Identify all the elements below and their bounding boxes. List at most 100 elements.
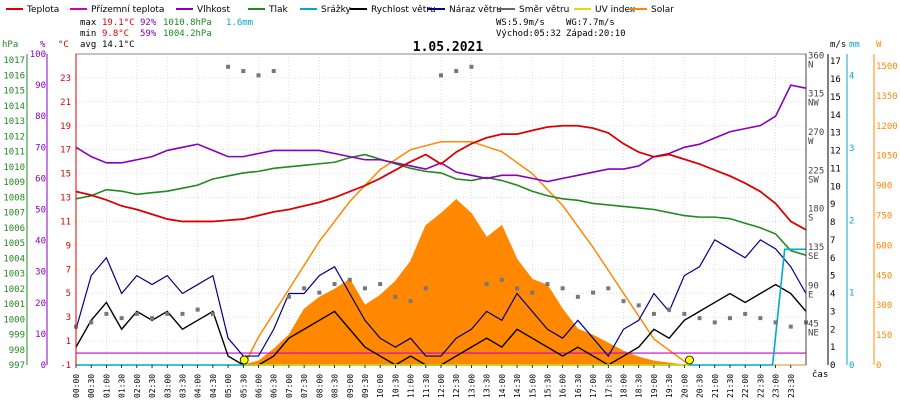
xtick-label-15: 07:30 [300,374,309,398]
xtick-label-0: 00:00 [72,374,81,398]
wind-dir-point-2 [104,311,109,316]
xtick-label-45: 22:30 [756,374,765,398]
wind-dir-point-7 [180,311,185,316]
xtick-label-30: 15:00 [528,374,537,398]
axis-hpa-unit: hPa [2,40,18,50]
legend-label-2: Vlhkost [197,5,230,15]
wind-dir-point-13 [271,69,276,74]
xtick-label-39: 19:30 [665,374,674,398]
sunset-time: Západ:20:10 [566,29,626,39]
tick-ms-17: 0 [830,361,835,371]
wind-dir-point-1 [89,320,94,325]
tick-pct-5: 50 [35,206,46,216]
wind-dir-point-45 [758,316,763,321]
chart-legend: Teplota Přízemní teplota Vlhkost Tlak Srážky… [6,5,674,15]
wind-ws: WS:5.9m/s [496,18,545,28]
tick-mm-1: 3 [849,144,854,154]
tick-pct-9: 10 [35,330,46,340]
tick-pct-3: 70 [35,143,46,153]
series-temperature [75,124,807,231]
xtick-label-46: 23:00 [772,374,781,398]
axis-temp-unit: °C [58,40,69,50]
wind-dir-point-8 [195,307,200,312]
tick-dir-deg-2: 270 [808,128,824,138]
wind-dir-point-29 [515,286,520,291]
stat-min-label: min [80,29,96,39]
xtick-label-27: 13:30 [483,374,492,398]
xtick-label-1: 00:30 [87,374,96,398]
legend-label-1: Přízemní teplota [91,5,164,15]
tick-ms-8: 9 [830,200,835,210]
wind-dir-point-4 [134,311,139,316]
wind-dir-point-16 [317,290,322,295]
tick-temp-9: 5 [66,289,71,299]
stats-block: max 19.1°C 92% 1010.8hPa 1.6mm min 9.8°C… [80,18,253,50]
legend-label-5: Rychlost větru [371,5,436,15]
tick-ms-14: 3 [830,307,835,317]
tick-hpa-2: 1015 [3,87,25,97]
tick-dir-name-2: W [808,137,814,147]
wind-dir-point-18 [347,277,352,282]
tick-ms-3: 14 [830,111,841,121]
series-humidity [75,84,807,183]
xtick-label-24: 12:00 [437,374,446,398]
stat-max-press: 1010.8hPa [163,18,212,28]
tick-hpa-13: 1004 [3,254,25,264]
tick-w-2: 1200 [876,122,898,132]
tick-mm-4: 0 [849,361,854,371]
wind-dir-point-47 [788,324,793,329]
wind-dir-point-5 [150,316,155,321]
xtick-label-40: 20:00 [680,374,689,398]
tick-ms-11: 6 [830,254,835,264]
stat-max-hum: 92% [140,18,157,28]
wind-dir-point-17 [332,282,337,287]
xtick-label-43: 21:30 [726,374,735,398]
xtick-label-47: 23:30 [787,374,796,398]
tick-dir-name-4: S [808,214,813,224]
wind-dir-point-20 [378,282,383,287]
series-wind-gust [75,239,807,358]
tick-temp-6: 11 [60,217,71,227]
wind-dir-point-32 [560,286,565,291]
x-axis-label: čas [812,369,828,380]
xtick-label-16: 08:00 [315,374,324,398]
tick-temp-11: 1 [66,337,71,347]
wind-info-block: WS:5.9m/s WG:7.7m/s Východ:05:32 Západ:2… [496,18,626,39]
legend-label-6: Náraz větru [449,5,502,15]
xtick-label-23: 11:30 [422,374,431,398]
tick-hpa-16: 1001 [3,300,25,310]
xtick-label-36: 18:00 [620,374,629,398]
tick-dir-deg-4: 180 [808,205,824,215]
wind-dir-point-33 [575,294,580,299]
tick-dir-name-3: SW [808,175,819,185]
tick-pct-10: 0 [41,361,46,371]
series-pressure [75,153,807,257]
tick-dir-name-5: SE [808,252,819,262]
stat-min-press: 1004.2hPa [163,29,212,39]
tick-hpa-8: 1009 [3,178,25,188]
axis-w-unit: W [876,40,882,50]
tick-ms-9: 8 [830,218,835,228]
legend-label-8: UV index [595,5,636,15]
tick-ms-4: 13 [830,129,841,139]
axis-mm-unit: mm [849,40,860,50]
legend-label-4: Srážky [321,5,352,15]
tick-dir-deg-3: 225 [808,166,824,176]
tick-dir-deg-1: 315 [808,90,824,100]
xtick-label-28: 14:00 [498,374,507,398]
tick-hpa-19: 998 [9,346,25,356]
wind-dir-point-14 [286,294,291,299]
wind-dir-point-3 [119,316,124,321]
xtick-label-44: 22:00 [741,374,750,398]
xtick-label-6: 03:00 [163,374,172,398]
tick-pct-1: 90 [35,81,46,91]
tick-temp-8: 7 [66,265,71,275]
tick-hpa-7: 1010 [3,163,25,173]
xtick-label-42: 21:00 [711,374,720,398]
xtick-label-18: 09:00 [346,374,355,398]
xtick-label-35: 17:30 [604,374,613,398]
xtick-label-33: 16:30 [574,374,583,398]
sunrise-marker [239,355,249,365]
chart-title: 1.05.2021 [413,40,484,55]
wind-dir-point-23 [423,286,428,291]
